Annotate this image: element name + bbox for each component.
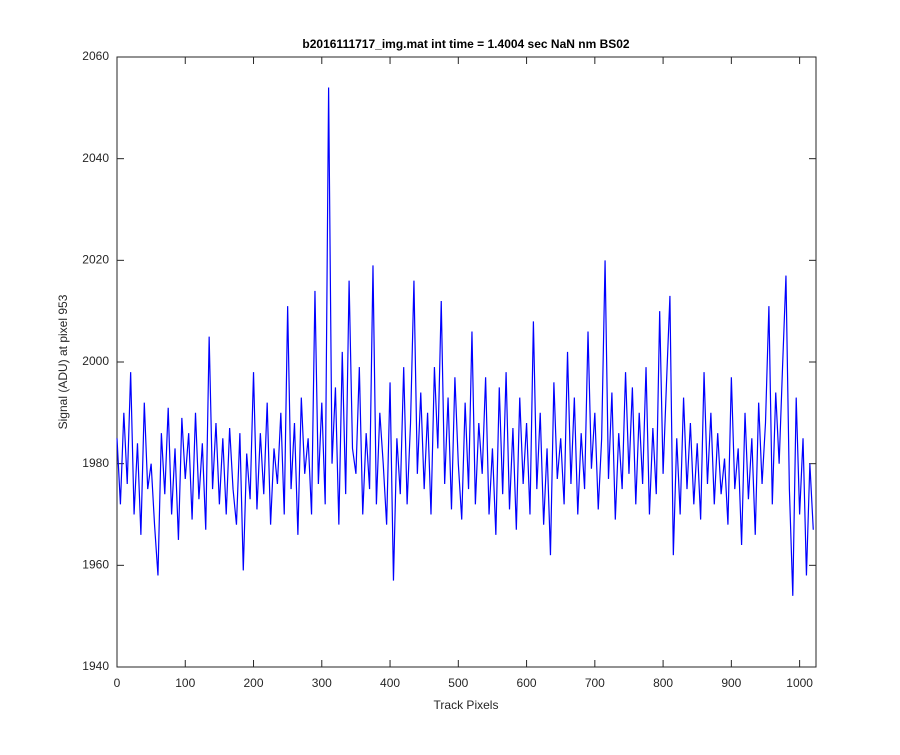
chart-title: b2016111717_img.mat int time = 1.4004 se…	[302, 37, 630, 51]
x-tick-label: 200	[244, 676, 264, 690]
data-line	[116, 87, 814, 596]
x-tick-label: 900	[721, 676, 741, 690]
x-tick-label: 1000	[786, 676, 813, 690]
x-tick-label: 400	[380, 676, 400, 690]
x-tick-label: 500	[448, 676, 468, 690]
x-tick-label: 800	[653, 676, 673, 690]
y-tick-label: 2040	[82, 151, 109, 165]
y-tick-label: 1980	[82, 456, 109, 470]
y-axis-label: Signal (ADU) at pixel 953	[56, 294, 70, 429]
y-tick-label: 2060	[82, 49, 109, 63]
plot-area	[116, 56, 817, 668]
y-tick-label: 2000	[82, 354, 109, 368]
x-tick-label: 100	[175, 676, 195, 690]
x-axis-label: Track Pixels	[434, 698, 499, 712]
x-tick-label: 600	[517, 676, 537, 690]
x-tick-label: 0	[114, 676, 121, 690]
y-tick-label: 2020	[82, 253, 109, 267]
y-tick-label: 1960	[82, 558, 109, 572]
x-tick-label: 700	[585, 676, 605, 690]
x-tick-label: 300	[312, 676, 332, 690]
y-tick-label: 1940	[82, 659, 109, 673]
